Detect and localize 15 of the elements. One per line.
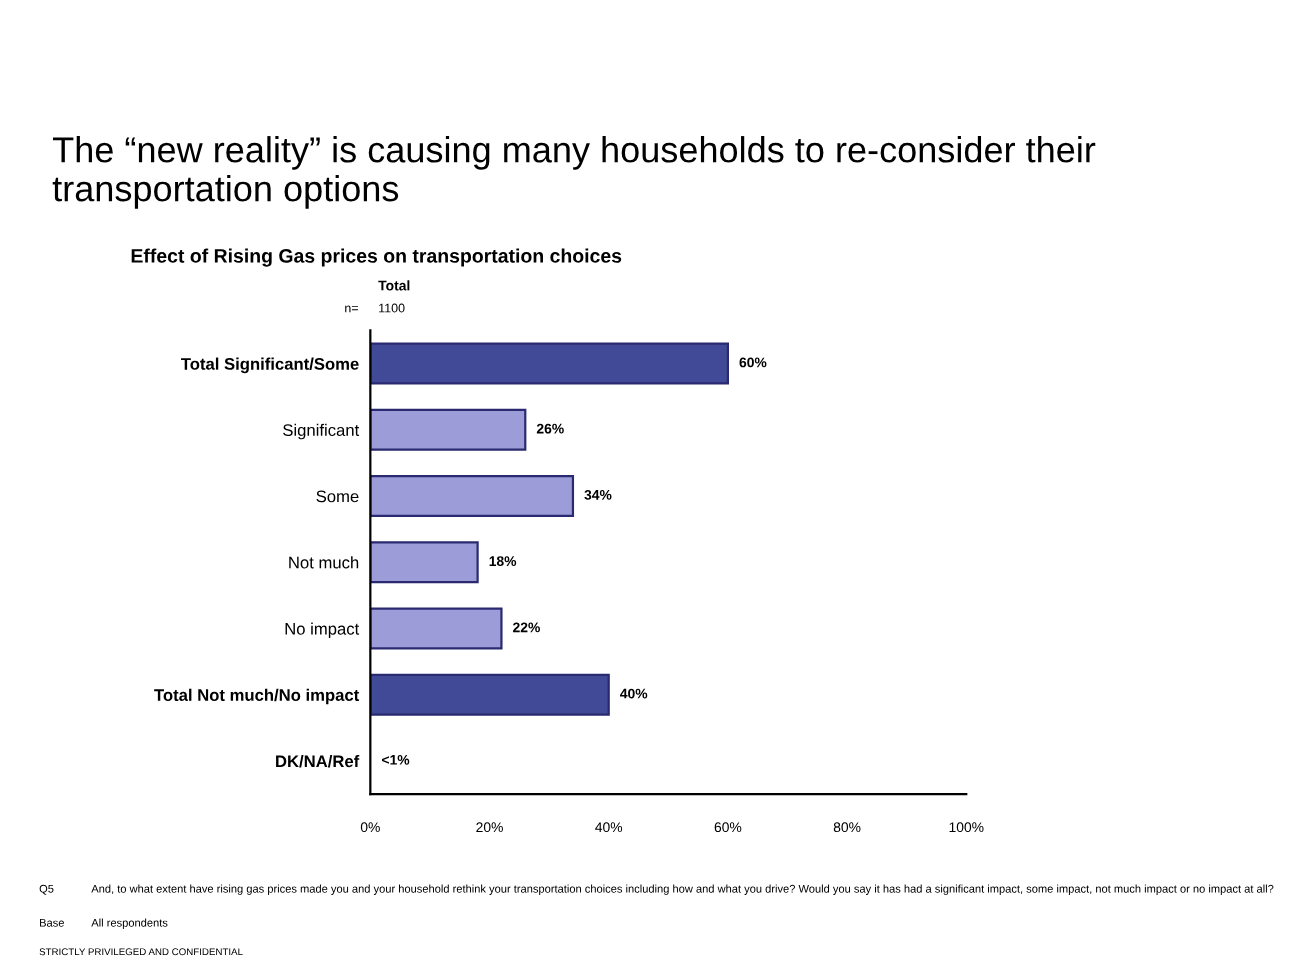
chart-title: The “new reality” is causing many households to re-consider their transportation options [52, 136, 1096, 209]
y-tick-label: Significant [283, 423, 360, 440]
bar [370, 408, 527, 451]
chart-subtitle: Effect of Rising Gas prices on transportation choices [131, 248, 622, 267]
bar [370, 541, 479, 584]
y-tick-label: Not much [289, 556, 359, 569]
y-tick-label: Total Significant/Some [181, 357, 359, 374]
bar [370, 607, 503, 650]
y-tick-label: Total Not much/No impact [154, 688, 360, 705]
y-tick-label: DK/NA/Ref [276, 754, 360, 768]
bar [370, 475, 575, 518]
bar [370, 342, 729, 385]
y-tick-label: No impact [285, 622, 360, 639]
y-tick-label: Some [316, 490, 359, 503]
bar [370, 673, 610, 716]
